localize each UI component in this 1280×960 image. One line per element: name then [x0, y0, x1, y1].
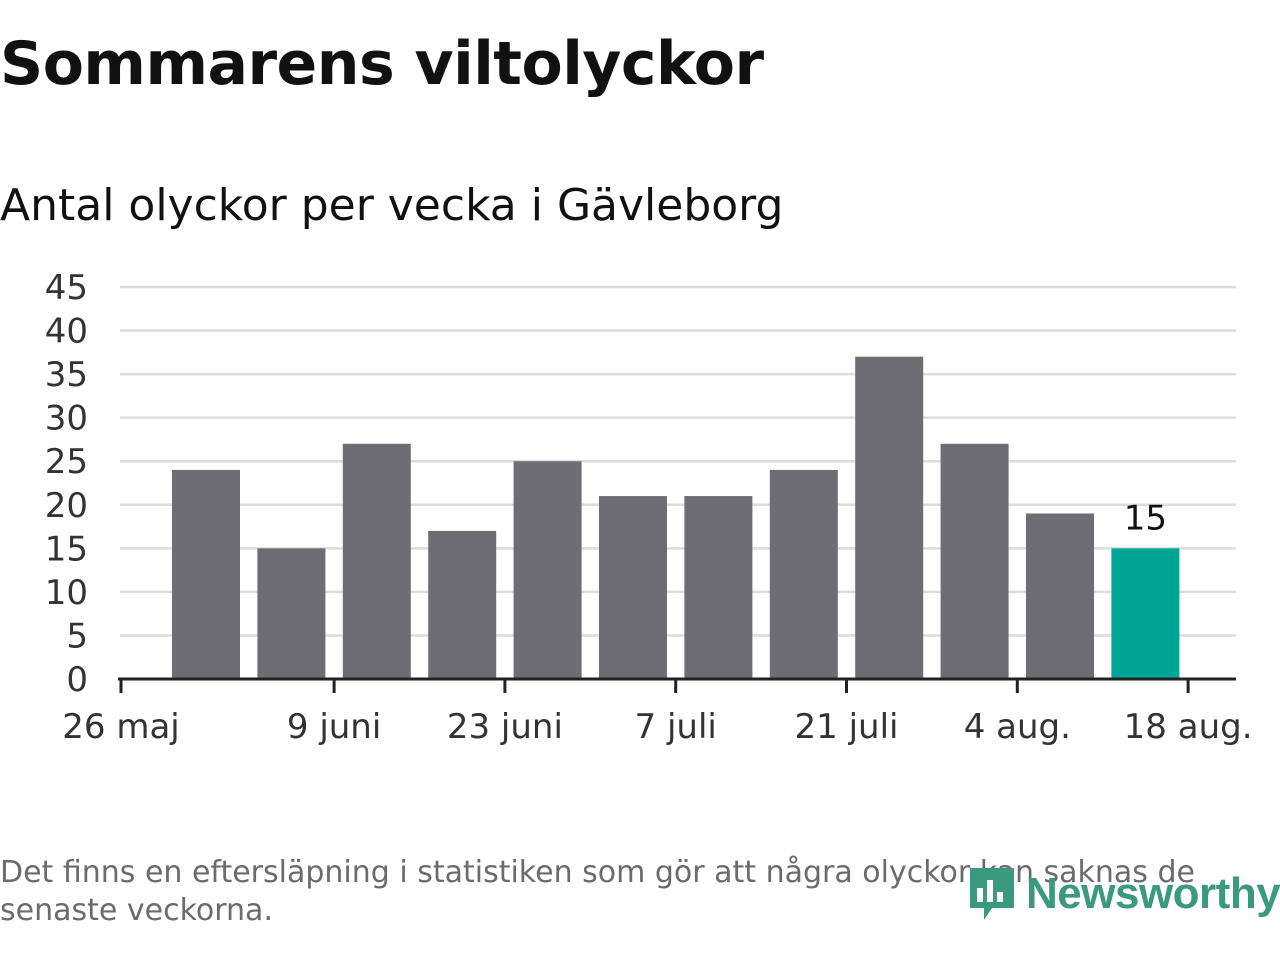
y-tick-label: 30 — [45, 399, 88, 439]
bar — [257, 548, 326, 679]
bar — [342, 443, 411, 679]
bar — [172, 469, 240, 679]
data-label: 15 — [1124, 498, 1167, 538]
bar — [769, 469, 838, 679]
bar — [940, 443, 1009, 679]
x-axis-ticks: 26 maj 9 juni 23 juni 7 juli 21 juli 4 aug. 18… — [62, 679, 1253, 747]
bar — [1026, 513, 1094, 679]
newsworthy-chart-icon — [970, 868, 1014, 920]
bar-highlighted — [1111, 548, 1180, 679]
bar — [599, 496, 667, 679]
y-tick-label: 5 — [66, 616, 88, 656]
x-tick-label: 9 juni — [287, 707, 381, 747]
y-tick-label: 20 — [45, 486, 88, 526]
x-tick-label: 26 maj — [62, 707, 179, 747]
y-tick-label: 25 — [45, 442, 88, 482]
bars — [172, 356, 1180, 679]
x-tick-label: 4 aug. — [964, 707, 1071, 747]
bar — [855, 356, 924, 679]
x-tick-label: 18 aug. — [1124, 707, 1253, 747]
chart-subtitle: Antal olyckor per vecka i Gävleborg — [0, 180, 784, 231]
x-tick-label: 7 juli — [635, 707, 717, 747]
newsworthy-logo: Newsworthy — [966, 862, 1280, 926]
logo-text: Newsworthy — [1026, 869, 1280, 918]
y-tick-label: 45 — [45, 268, 88, 308]
x-tick-label: 23 juni — [447, 707, 563, 747]
y-tick-label: 15 — [45, 529, 88, 569]
y-tick-label: 0 — [66, 660, 88, 700]
y-tick-label: 35 — [45, 355, 88, 395]
y-tick-label: 40 — [45, 312, 88, 352]
chart-title: Sommarens viltolyckor — [0, 29, 764, 99]
bar — [684, 496, 753, 679]
bar — [428, 530, 497, 679]
x-tick-label: 21 juli — [795, 707, 899, 747]
bar — [513, 461, 582, 679]
grid-lines — [120, 285, 1236, 637]
data-labels: 15 — [1124, 498, 1167, 538]
y-tick-label: 10 — [45, 573, 88, 613]
